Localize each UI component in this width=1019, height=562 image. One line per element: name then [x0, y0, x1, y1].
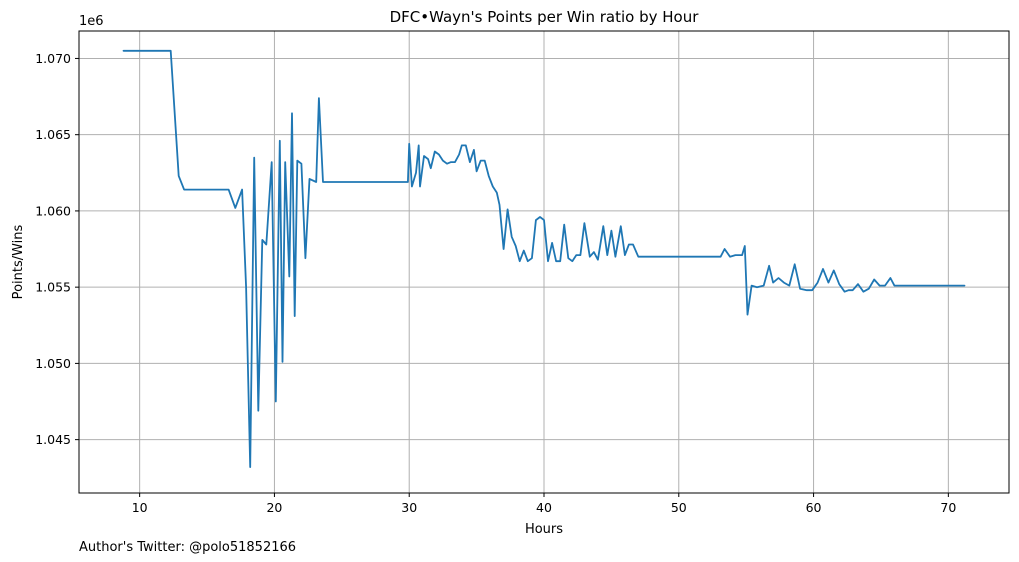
chart-title: DFC•Wayn's Points per Win ratio by Hour	[390, 8, 700, 26]
x-tick-label: 60	[806, 500, 822, 515]
x-axis-label: Hours	[525, 522, 563, 537]
x-tick-label: 20	[266, 500, 282, 515]
y-tick-label: 1.045	[35, 432, 71, 447]
x-tick-label: 50	[671, 500, 687, 515]
y-axis-label: Points/Wins	[11, 224, 26, 299]
y-tick-label: 1.055	[35, 280, 71, 295]
x-tick-label: 10	[132, 500, 148, 515]
x-tick-label: 30	[401, 500, 417, 515]
x-tick-label: 70	[940, 500, 956, 515]
y-tick-label: 1.070	[35, 51, 71, 66]
x-tick-label: 40	[536, 500, 552, 515]
y-tick-label: 1.050	[35, 356, 71, 371]
axis-ticks: 10 20 30 40 50 60 70 1.045 1.050 1.055 1.060 1.065 1…	[35, 51, 956, 515]
y-offset-label: 1e6	[79, 14, 104, 29]
series-line	[122, 49, 966, 468]
author-credit: Author's Twitter: @polo51852166	[79, 540, 296, 555]
gridlines	[79, 31, 1009, 493]
y-tick-label: 1.060	[35, 203, 71, 218]
y-tick-label: 1.065	[35, 127, 71, 142]
